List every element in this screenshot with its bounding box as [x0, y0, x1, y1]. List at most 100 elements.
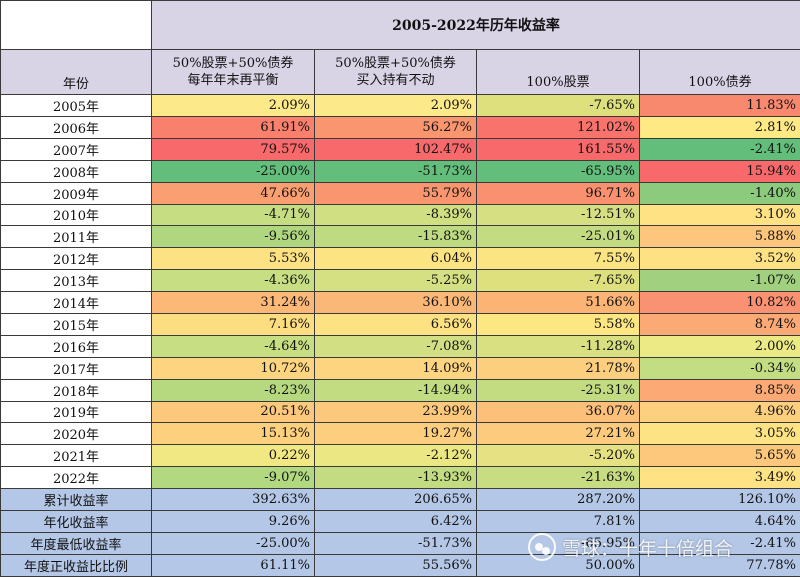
table-row: 2009年 47.66% 55.79% 96.71% -1.40%: [0, 181, 800, 205]
summary-value-cell: 287.20%: [476, 488, 640, 511]
value-cell: 11.83%: [639, 94, 800, 117]
value-cell: -21.63%: [476, 466, 640, 490]
value-cell: 5.58%: [476, 312, 640, 336]
value-cell: -4.64%: [151, 334, 315, 358]
table-row: 2015年 7.16% 6.56% 5.58% 8.74%: [0, 312, 800, 336]
value-cell: -11.28%: [476, 334, 640, 358]
table-row: 2008年 -25.00% -51.73% -65.95% 15.94%: [0, 159, 800, 183]
value-cell: 15.94%: [639, 159, 800, 183]
table-row: 2020年 15.13% 19.27% 27.21% 3.05%: [0, 422, 800, 446]
value-cell: -25.00%: [151, 159, 315, 183]
summary-label: 年度正收益比比例: [0, 553, 152, 577]
table-row: 2019年 20.51% 23.99% 36.07% 4.96%: [0, 400, 800, 424]
summary-label: 年化收益率: [0, 509, 152, 533]
year-cell: 2014年: [0, 291, 152, 314]
value-cell: -4.36%: [151, 269, 315, 293]
value-cell: -14.94%: [314, 378, 477, 402]
year-cell: 2017年: [0, 356, 152, 380]
summary-value-cell: 206.65%: [314, 488, 477, 511]
value-cell: 36.07%: [476, 400, 640, 424]
column-header-bonds: 100%债券: [639, 49, 800, 96]
value-cell: 3.05%: [639, 422, 800, 446]
value-cell: 5.53%: [151, 247, 315, 271]
year-cell: 2012年: [0, 247, 152, 271]
value-cell: -8.23%: [151, 378, 315, 402]
year-cell: 2005年: [0, 94, 152, 117]
table-row: 2022年 -9.07% -13.93% -21.63% 3.49%: [0, 466, 800, 490]
summary-value-cell: 6.42%: [314, 509, 477, 533]
value-cell: 79.57%: [151, 137, 315, 161]
value-cell: -65.95%: [476, 159, 640, 183]
value-cell: 96.71%: [476, 181, 640, 205]
summary-value-cell: 392.63%: [151, 488, 315, 511]
value-cell: -2.12%: [314, 444, 477, 468]
summary-value-cell: -2.41%: [639, 531, 800, 555]
value-cell: -5.20%: [476, 444, 640, 468]
value-cell: 0.22%: [151, 444, 315, 468]
value-cell: -1.07%: [639, 269, 800, 293]
year-cell: 2020年: [0, 422, 152, 446]
value-cell: -9.56%: [151, 225, 315, 249]
column-header-buy-hold: 50%股票+50%债券 买入持有不动: [314, 49, 477, 96]
table-row: 2013年 -4.36% -5.25% -7.65% -1.07%: [0, 269, 800, 293]
table-row: 2005年 2.09% 2.09% -7.65% 11.83%: [0, 94, 800, 117]
value-cell: 3.52%: [639, 247, 800, 271]
year-cell: 2022年: [0, 466, 152, 490]
summary-value-cell: 7.81%: [476, 509, 640, 533]
summary-row: 年化收益率 9.26% 6.42% 7.81% 4.64%: [0, 509, 800, 533]
table-row: 2006年 61.91% 56.27% 121.02% 2.81%: [0, 115, 800, 139]
value-cell: -0.34%: [639, 356, 800, 380]
value-cell: -9.07%: [151, 466, 315, 490]
value-cell: -5.25%: [314, 269, 477, 293]
table-row: 2010年 -4.71% -8.39% -12.51% 3.10%: [0, 203, 800, 227]
year-column-header: 年份: [0, 49, 152, 96]
value-cell: -4.71%: [151, 203, 315, 227]
value-cell: -7.65%: [476, 94, 640, 117]
value-cell: 3.10%: [639, 203, 800, 227]
value-cell: 2.81%: [639, 115, 800, 139]
year-cell: 2016年: [0, 334, 152, 358]
value-cell: -25.31%: [476, 378, 640, 402]
year-cell: 2007年: [0, 137, 152, 161]
summary-value-cell: -25.00%: [151, 531, 315, 555]
summary-row: 累计收益率 392.63% 206.65% 287.20% 126.10%: [0, 488, 800, 511]
table-row: 2014年 31.24% 36.10% 51.66% 10.82%: [0, 291, 800, 314]
value-cell: 4.96%: [639, 400, 800, 424]
column-header-rebalance: 50%股票+50%债券 每年年末再平衡: [151, 49, 315, 96]
year-cell: 2018年: [0, 378, 152, 402]
summary-label: 年度最低收益率: [0, 531, 152, 555]
column-header-line2: 买入持有不动: [356, 73, 435, 89]
column-header-line1: 100%股票: [526, 75, 590, 91]
value-cell: -8.39%: [314, 203, 477, 227]
value-cell: 7.55%: [476, 247, 640, 271]
summary-label: 累计收益率: [0, 488, 152, 511]
value-cell: 2.09%: [314, 94, 477, 117]
value-cell: 8.74%: [639, 312, 800, 336]
table-row: 2017年 10.72% 14.09% 21.78% -0.34%: [0, 356, 800, 380]
table-row: 2021年 0.22% -2.12% -5.20% 5.65%: [0, 444, 800, 468]
value-cell: 27.21%: [476, 422, 640, 446]
value-cell: 55.79%: [314, 181, 477, 205]
value-cell: 56.27%: [314, 115, 477, 139]
summary-value-cell: 9.26%: [151, 509, 315, 533]
summary-value-cell: -51.73%: [314, 531, 477, 555]
value-cell: 14.09%: [314, 356, 477, 380]
value-cell: 61.91%: [151, 115, 315, 139]
value-cell: 20.51%: [151, 400, 315, 424]
value-cell: -13.93%: [314, 466, 477, 490]
value-cell: 6.56%: [314, 312, 477, 336]
summary-value-cell: 61.11%: [151, 553, 315, 577]
year-cell: 2011年: [0, 225, 152, 249]
table-row: 2012年 5.53% 6.04% 7.55% 3.52%: [0, 247, 800, 271]
corner-cell: [0, 0, 152, 51]
year-cell: 2015年: [0, 312, 152, 336]
value-cell: 36.10%: [314, 291, 477, 314]
value-cell: 21.78%: [476, 356, 640, 380]
summary-row: 年度最低收益率 -25.00% -51.73% -65.95% -2.41%: [0, 531, 800, 555]
value-cell: 5.88%: [639, 225, 800, 249]
title-row: 2005-2022年历年收益率: [0, 0, 800, 51]
summary-value-cell: 77.78%: [639, 553, 800, 577]
column-header-line1: 50%股票+50%债券: [172, 56, 294, 72]
value-cell: -7.65%: [476, 269, 640, 293]
